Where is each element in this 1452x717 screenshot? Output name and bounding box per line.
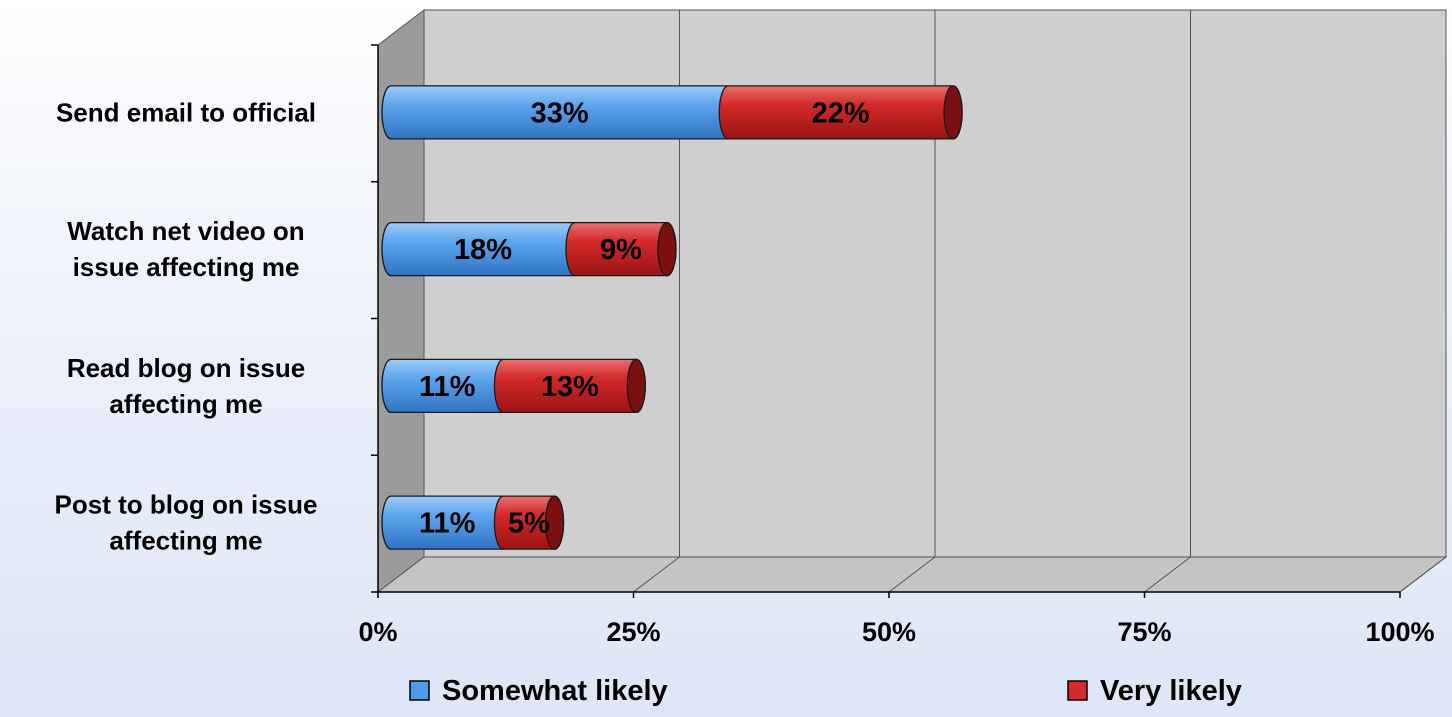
x-tick-label: 50% xyxy=(862,617,916,647)
data-label: 22% xyxy=(812,97,870,129)
data-label: 33% xyxy=(531,97,589,129)
data-label: 5% xyxy=(508,508,550,540)
data-label: 18% xyxy=(454,234,512,266)
x-tick-label: 100% xyxy=(1365,617,1434,647)
bar-end-cap xyxy=(943,85,963,140)
legend-label: Somewhat likely xyxy=(442,675,668,707)
legend-swatch xyxy=(1067,680,1088,701)
x-tick-label: 75% xyxy=(1117,617,1171,647)
bar-end-cap xyxy=(544,495,565,550)
legend: Somewhat likely Very likely xyxy=(409,675,1242,707)
axes: 0% 25% 50% 75% 100% Send email to official Wat… xyxy=(55,44,1435,647)
legend-swatch xyxy=(409,680,430,701)
gridline-floor xyxy=(888,556,936,593)
category-label: Send email to official xyxy=(56,97,316,127)
bar-end-cap xyxy=(626,358,646,414)
data-label: 11% xyxy=(419,508,476,540)
gridline-floor xyxy=(1399,556,1447,593)
gridline-floor xyxy=(633,556,680,593)
x-tick-label: 0% xyxy=(358,617,397,647)
legend-label: Very likely xyxy=(1100,675,1242,707)
data-label: 9% xyxy=(600,234,642,266)
category-label: Watch net video on issue affecting me xyxy=(67,216,304,282)
category-label: Post to blog on issue affecting me xyxy=(55,490,318,556)
gridline-floor xyxy=(1144,556,1191,593)
x-tick-label: 25% xyxy=(606,617,660,647)
bar-end-cap xyxy=(657,221,677,277)
data-label: 11% xyxy=(419,371,476,403)
data-label: 13% xyxy=(541,371,599,403)
category-label: Read blog on issue affecting me xyxy=(67,353,305,419)
bars: 33% 22% 18% 9% 11% 13% 11% 5% xyxy=(381,85,963,550)
